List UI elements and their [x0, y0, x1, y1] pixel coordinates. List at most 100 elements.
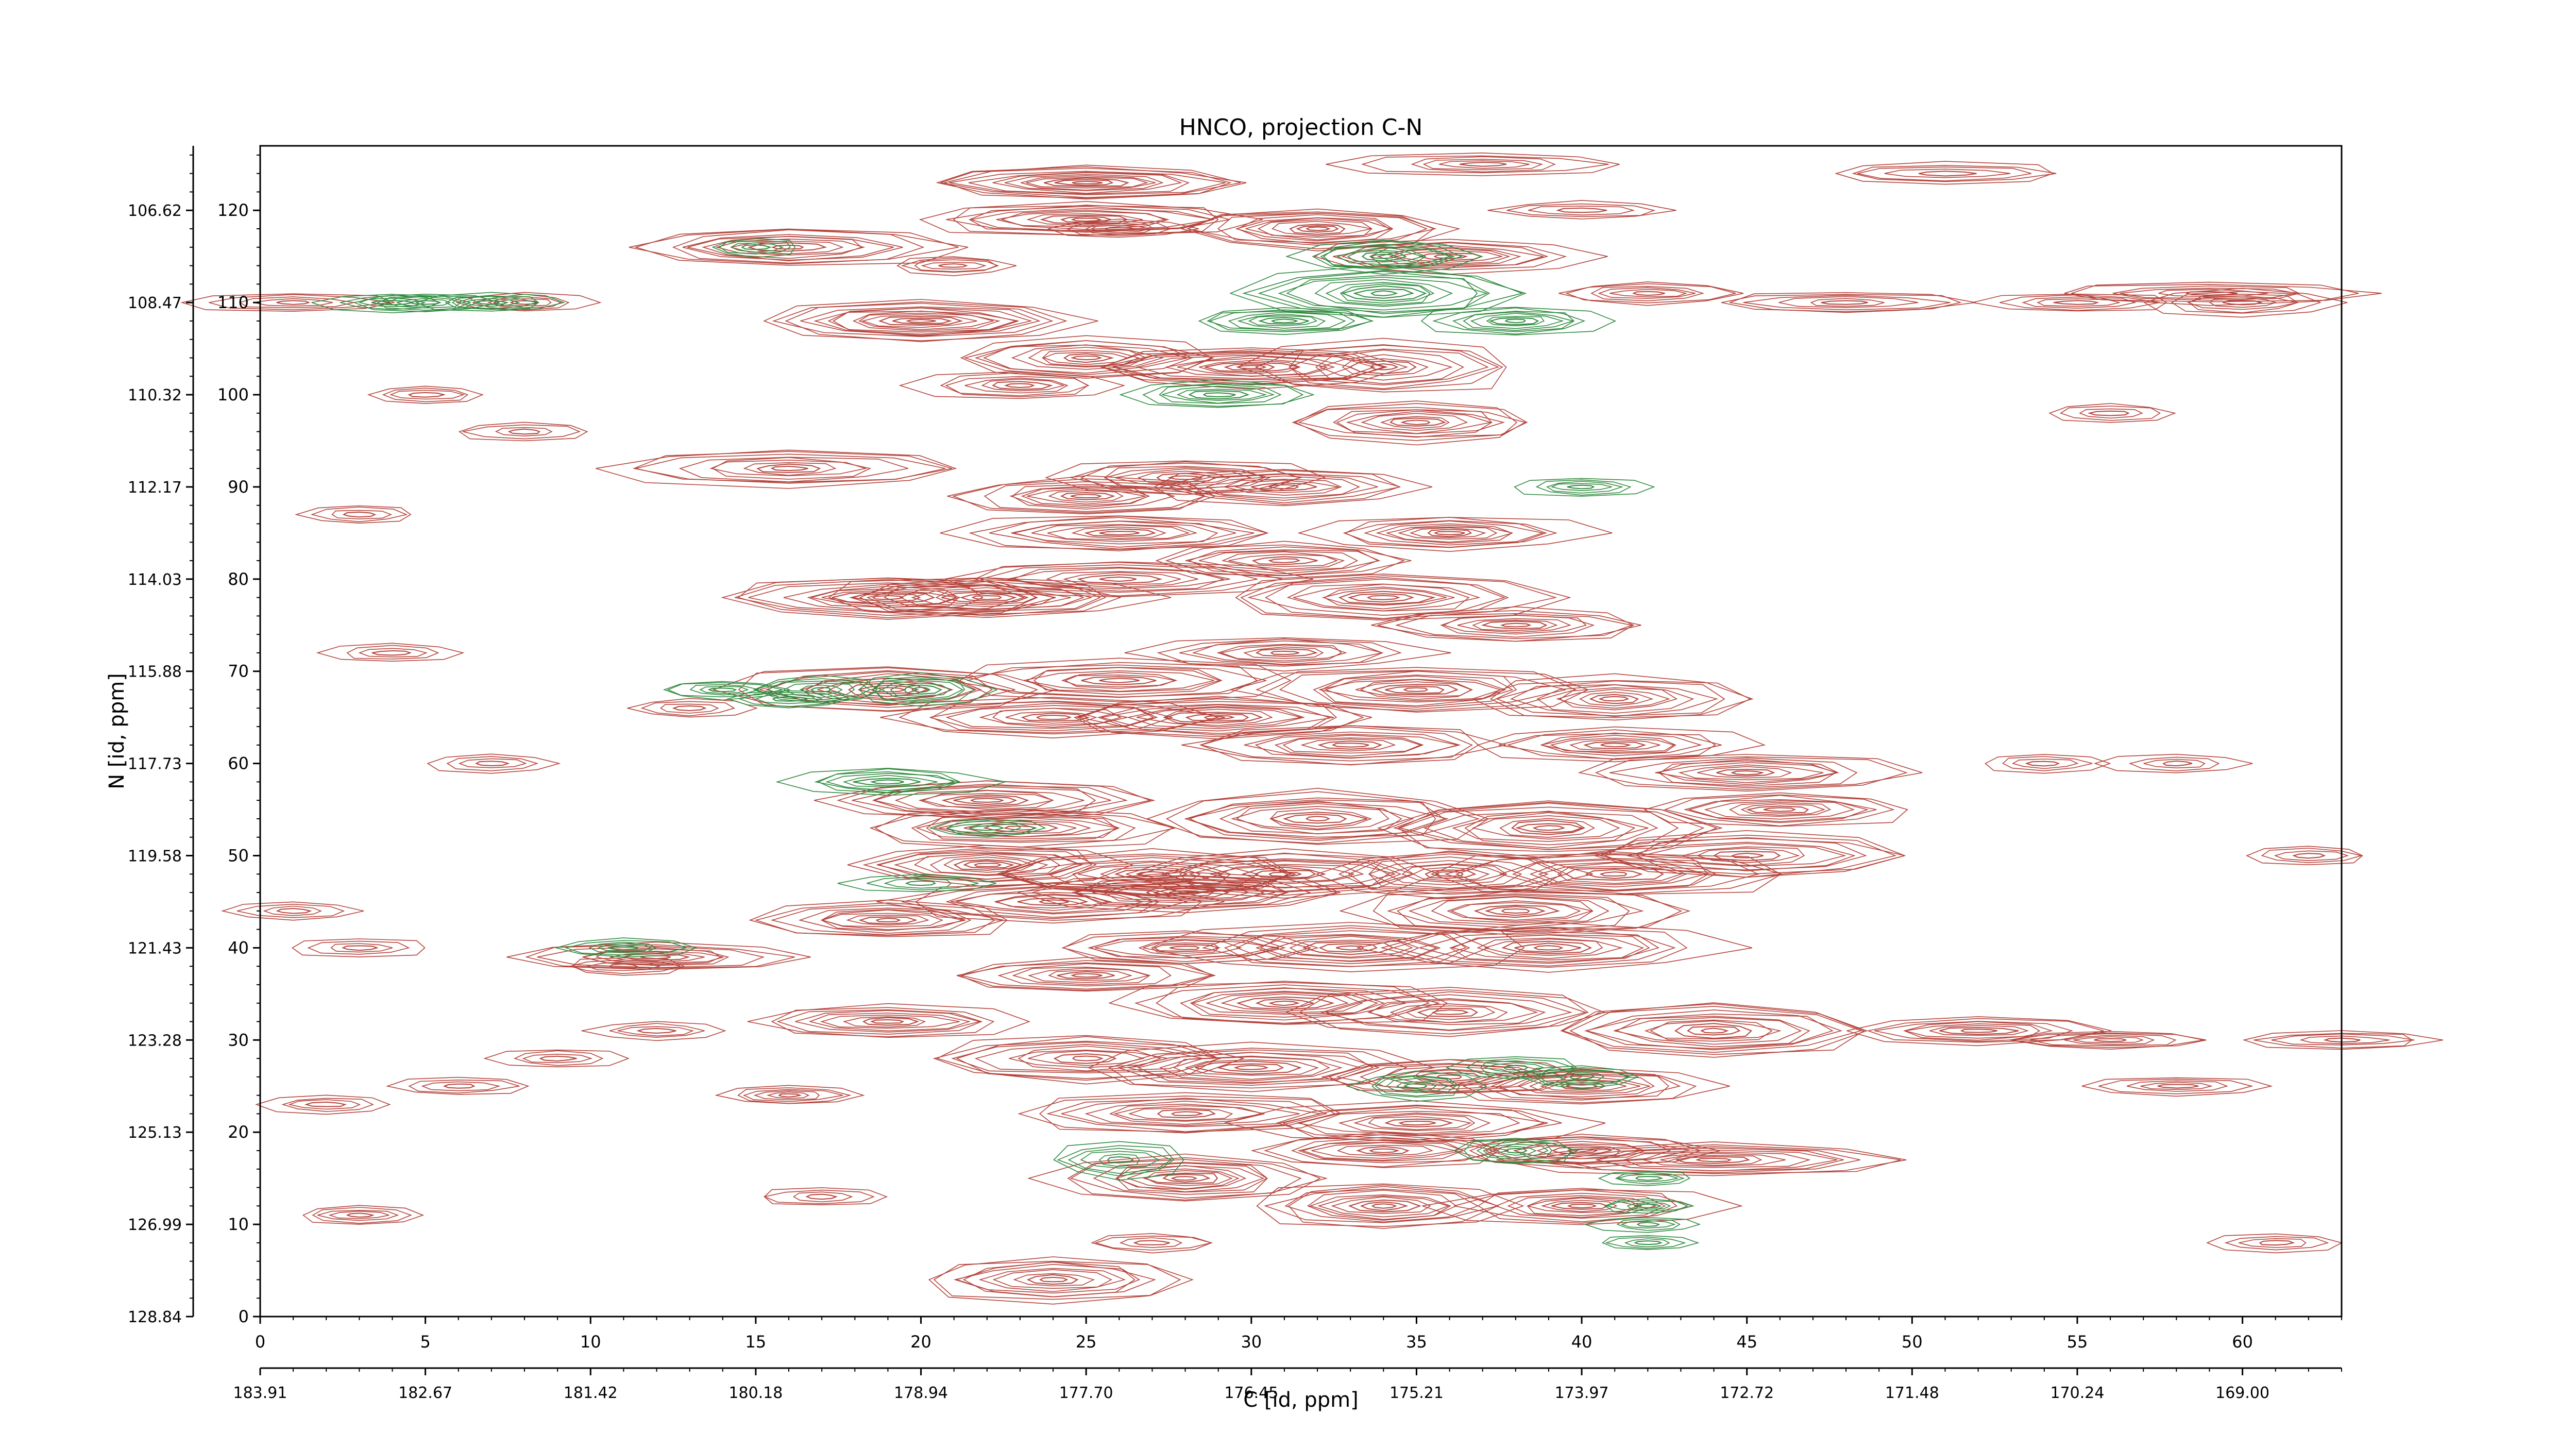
contour-level	[872, 676, 975, 704]
contour-level	[1325, 282, 1431, 306]
contour-level	[950, 888, 1155, 915]
contour-level	[2120, 288, 2296, 299]
contour-level	[1522, 1144, 1901, 1174]
contour-level	[1154, 888, 1214, 897]
contour-level	[2002, 756, 2093, 771]
contour-level	[1000, 848, 1292, 896]
contour-level	[1013, 520, 1236, 548]
contour-level	[1361, 251, 1407, 262]
contour-level	[1067, 1157, 1328, 1201]
contour-level	[1248, 315, 1317, 327]
contour-level	[928, 818, 1046, 837]
contour-level	[1486, 316, 1545, 327]
negative-peak-15	[1519, 1065, 1639, 1090]
x-axis-label: C [id, ppm]	[1243, 1388, 1359, 1412]
contour-level	[701, 235, 862, 259]
contour-level	[1099, 351, 1388, 385]
contour-level	[941, 794, 1029, 807]
contour-level	[1423, 811, 1658, 849]
contour-level	[1103, 881, 1265, 903]
contour-level	[1389, 1003, 1509, 1023]
positive-peak-77	[2064, 281, 2382, 306]
contour-level	[738, 692, 843, 707]
contour-level	[1084, 528, 1157, 537]
contour-level	[415, 292, 566, 312]
contour-level	[847, 845, 1134, 887]
contour-level	[933, 817, 1118, 838]
positive-peak-57	[933, 1035, 1245, 1085]
contour-level	[1282, 737, 1422, 754]
contour-level	[1117, 1049, 1374, 1086]
contour-level	[1405, 1005, 1496, 1020]
contour-level	[959, 658, 1292, 702]
contour-level	[1306, 226, 1331, 231]
contour-level	[294, 505, 412, 524]
contour-level	[2242, 1030, 2443, 1050]
contour-level	[1321, 588, 1447, 606]
contour-level	[1228, 553, 1338, 567]
contour-level	[956, 1036, 1222, 1081]
contour-level	[1031, 875, 1337, 910]
contour-level	[770, 904, 1004, 936]
contour-level	[982, 823, 1059, 833]
contour-level	[903, 684, 943, 695]
contour-level	[958, 957, 1214, 992]
contour-level	[1449, 934, 1650, 963]
contour-level	[1659, 760, 1839, 785]
contour-level	[1731, 852, 1764, 858]
contour-level	[699, 685, 749, 694]
contour-level	[2224, 1236, 2329, 1251]
contour-level	[1403, 1083, 1428, 1089]
contour-level	[1320, 994, 1572, 1031]
contour-level	[1778, 296, 1919, 308]
contour-level	[1338, 1113, 1491, 1134]
contour-level	[2261, 848, 2363, 864]
contour-level	[1255, 998, 1314, 1008]
contour-level	[820, 1014, 960, 1029]
negative-peak-7	[663, 681, 790, 701]
contour-level	[1143, 922, 1525, 972]
contour-level	[1355, 1145, 1410, 1155]
contour-level	[276, 908, 312, 914]
contour-level	[1416, 1072, 1482, 1082]
contour-level	[1286, 583, 1470, 612]
contour-level	[1297, 1139, 1464, 1162]
x-ppm-tick-label: 180.18	[728, 1384, 783, 1402]
contour-level	[1905, 1023, 2041, 1039]
contour-level	[921, 790, 1054, 810]
contour-level	[1070, 355, 1103, 361]
contour-level	[2112, 285, 2300, 301]
contour-level	[1171, 1176, 1198, 1181]
contour-level	[1567, 1148, 1598, 1153]
contour-level	[1380, 926, 1688, 968]
contour-level	[1371, 684, 1459, 696]
contour-level	[1834, 161, 2054, 185]
contour-level	[1683, 799, 1877, 822]
contour-level	[1233, 1065, 1269, 1070]
contour-level	[1038, 899, 1069, 904]
contour-level	[1269, 812, 1367, 827]
contour-level	[1389, 417, 1446, 427]
negative-peak-16	[1453, 1138, 1579, 1164]
contour-level	[921, 262, 987, 270]
contour-level	[1495, 680, 1725, 717]
contour-level	[564, 940, 688, 956]
contour-level	[1370, 363, 1399, 370]
contour-level	[487, 296, 562, 309]
contour-level	[1634, 1203, 1662, 1209]
contour-level	[1333, 242, 1549, 268]
positive-peak-32	[814, 780, 1156, 820]
contour-level	[537, 946, 765, 968]
contour-level	[1562, 1006, 1862, 1053]
y-tick-label: 110	[217, 293, 249, 312]
contour-level	[2064, 284, 2382, 302]
contour-level	[1377, 606, 1635, 642]
contour-level	[1496, 1146, 1537, 1156]
contour-level	[1319, 679, 1502, 701]
contour-level	[1385, 1078, 1449, 1093]
contour-level	[1678, 764, 1824, 781]
negative-peak-18	[1598, 1171, 1691, 1186]
positive-peak-107	[221, 901, 364, 921]
contour-level	[1028, 347, 1147, 368]
contour-level	[817, 768, 961, 794]
